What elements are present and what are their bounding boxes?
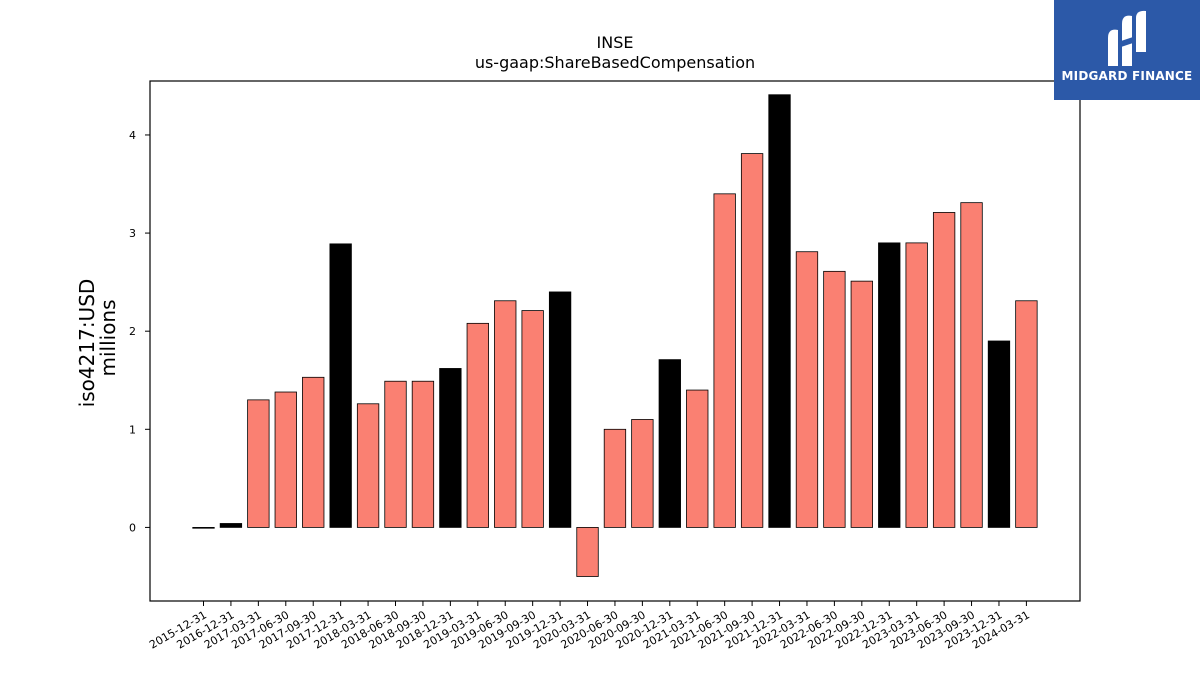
midgard-logo-icon	[1108, 10, 1146, 66]
plot-frame	[149, 80, 1081, 602]
bar-2021-12-31	[768, 94, 791, 528]
y-axis-label-units: millions	[96, 299, 120, 376]
y-axis-label: iso4217:USD	[75, 279, 99, 408]
bar-2019-09-30	[521, 310, 544, 528]
bar-2024-03-31	[1015, 300, 1038, 528]
y-axis: 0 1 2 3 4	[129, 129, 150, 534]
bar-2018-09-30	[411, 380, 435, 528]
bar-2015-12-31	[192, 527, 215, 529]
bar-2021-09-30	[740, 153, 764, 528]
brand-logo: MIDGARD FINANCE	[1054, 0, 1200, 100]
bar-2023-09-30	[960, 202, 983, 528]
y-tick-label-2: 2	[129, 325, 136, 338]
bars-group	[192, 94, 1038, 577]
bar-2017-09-30	[302, 376, 325, 528]
bar-2021-03-31	[686, 389, 709, 528]
bar-2017-06-30	[274, 391, 297, 528]
bar-2019-03-31	[466, 322, 489, 528]
bar-2020-12-31	[658, 359, 681, 528]
y-tick-label-3: 3	[129, 227, 136, 240]
y-tick-label-0: 0	[129, 521, 136, 534]
bar-2021-06-30	[713, 193, 736, 528]
bar-2020-03-31	[576, 527, 599, 577]
bar-2023-06-30	[932, 212, 956, 528]
bar-2016-12-31	[219, 523, 243, 528]
bar-2022-03-31	[795, 251, 819, 528]
brand-name: MIDGARD FINANCE	[1061, 69, 1193, 83]
bar-2020-06-30	[603, 428, 627, 528]
y-tick-label-4: 4	[129, 129, 136, 142]
bar-2023-12-31	[987, 340, 1011, 528]
bar-2018-03-31	[356, 403, 380, 528]
bar-2018-06-30	[384, 380, 407, 528]
chart-title: INSE	[597, 33, 634, 52]
bar-2022-12-31	[878, 242, 901, 528]
y-tick-label-1: 1	[129, 423, 136, 436]
bar-2022-06-30	[823, 270, 846, 528]
bar-2023-03-31	[905, 242, 928, 528]
bar-2017-03-31	[247, 399, 270, 528]
bar-2018-12-31	[439, 368, 462, 528]
bar-2019-12-31	[548, 291, 572, 528]
bar-2019-06-30	[494, 300, 517, 528]
x-axis: 2015-12-312016-12-312017-03-312017-06-30…	[147, 601, 1032, 652]
chart-subtitle: us-gaap:ShareBasedCompensation	[475, 53, 755, 72]
bar-2022-09-30	[850, 280, 873, 528]
bar-2017-12-31	[329, 243, 352, 528]
bar-2020-09-30	[631, 419, 654, 528]
